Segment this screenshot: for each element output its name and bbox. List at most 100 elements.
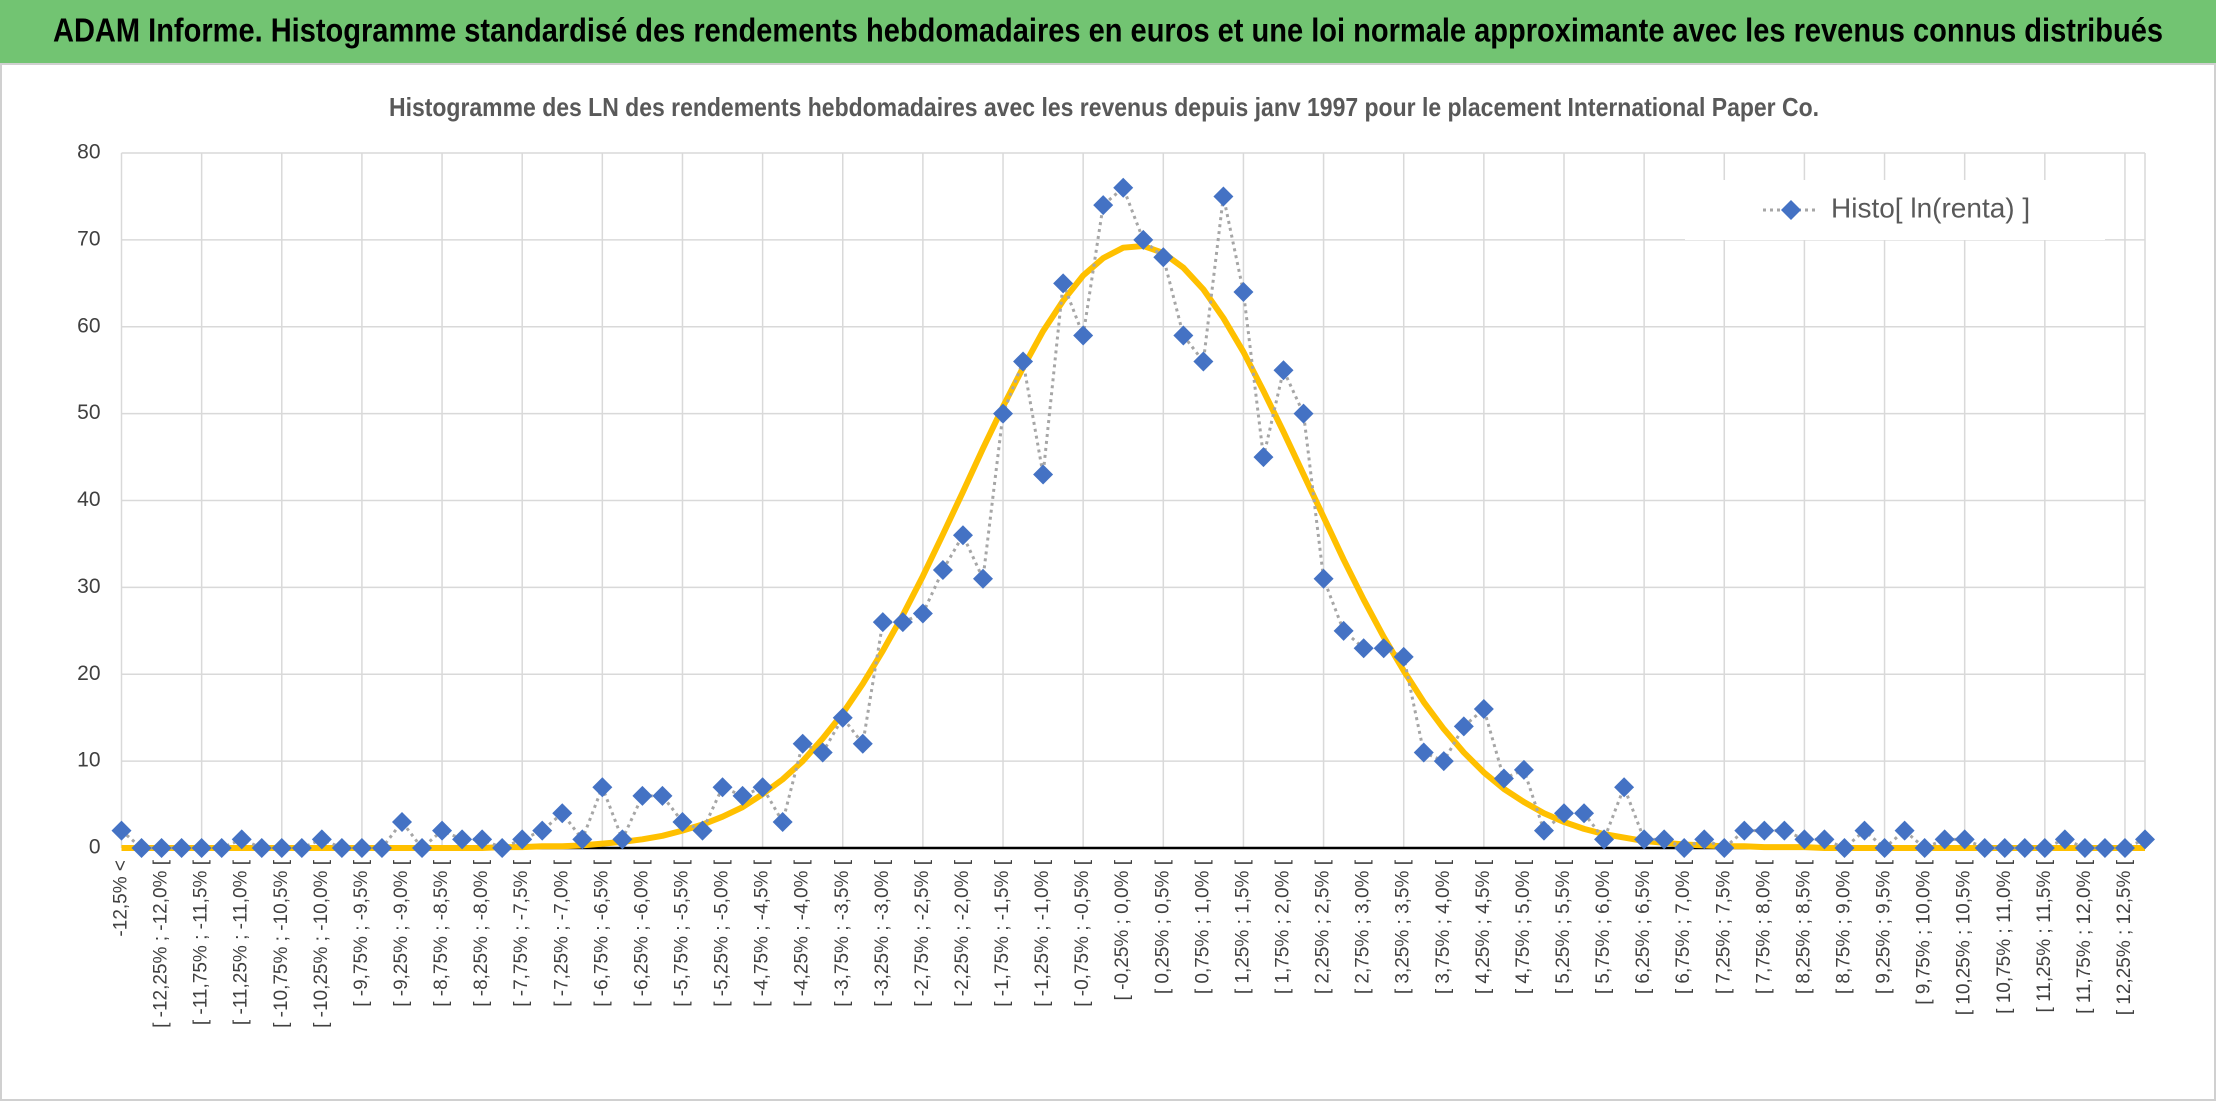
x-tick-label: [ -1,25% ; -1,0% [ bbox=[1032, 859, 1053, 1007]
histogram-point bbox=[1293, 403, 1314, 424]
histogram-point bbox=[532, 820, 553, 841]
histogram-point bbox=[612, 829, 633, 850]
histogram-point bbox=[1694, 829, 1715, 850]
histogram-point bbox=[412, 838, 433, 858]
histogram-point bbox=[1954, 829, 1975, 850]
histogram-point bbox=[912, 603, 933, 624]
histogram-point bbox=[732, 785, 753, 806]
histogram-point bbox=[1914, 838, 1935, 858]
histogram-point bbox=[1654, 829, 1675, 850]
histogram-point bbox=[311, 829, 332, 850]
y-tick-label: 0 bbox=[89, 836, 101, 859]
x-tick-label: [ 0,75% ; 1,0% [ bbox=[1192, 859, 1213, 994]
histogram-point bbox=[812, 742, 833, 763]
histogram-point bbox=[632, 785, 653, 806]
histogram-point bbox=[1053, 273, 1074, 294]
histogram-point bbox=[1233, 282, 1254, 302]
histogram-point bbox=[1473, 699, 1494, 719]
histogram-point bbox=[2054, 829, 2075, 850]
legend-label: Histo[ ln(renta) ] bbox=[1831, 192, 2030, 223]
x-tick-label: [ -7,75% ; -7,5% [ bbox=[511, 859, 532, 1007]
histogram-point bbox=[1333, 620, 1354, 641]
x-tick-label: [ -7,25% ; -7,0% [ bbox=[551, 859, 572, 1007]
x-tick-label: [ 4,75% ; 5,0% [ bbox=[1513, 859, 1534, 994]
histogram-point bbox=[2135, 829, 2155, 850]
histogram-point bbox=[1994, 838, 2015, 858]
histogram-point bbox=[952, 525, 973, 546]
histogram-point bbox=[1553, 803, 1574, 824]
histogram-point bbox=[972, 568, 993, 589]
x-tick-label: [ 0,25% ; 0,5% [ bbox=[1152, 859, 1173, 994]
x-tick-label: [ -9,25% ; -9,0% [ bbox=[391, 859, 412, 1007]
x-tick-label: [ 9,75% ; 10,0% [ bbox=[1914, 859, 1935, 1004]
y-tick-label: 20 bbox=[77, 662, 100, 685]
x-tick-label: [ 10,75% ; 11,0% [ bbox=[1994, 859, 2015, 1014]
x-tick-label: [ 2,25% ; 2,5% [ bbox=[1313, 859, 1334, 994]
histogram-point bbox=[432, 820, 453, 841]
histogram-point bbox=[1814, 829, 1835, 850]
histogram-point bbox=[1173, 325, 1194, 346]
histogram-point bbox=[391, 811, 412, 832]
x-tick-label: [ 9,25% ; 9,5% [ bbox=[1874, 859, 1895, 994]
x-tick-label: [ -0,75% ; -0,5% [ bbox=[1072, 859, 1093, 1007]
histogram-point bbox=[2094, 838, 2115, 858]
histogram-point bbox=[1413, 742, 1434, 763]
x-tick-label: [ -8,75% ; -8,5% [ bbox=[431, 859, 452, 1007]
normal-curve bbox=[121, 242, 2145, 851]
x-tick-label: [ -11,75% ; -11,5% [ bbox=[191, 859, 212, 1025]
y-tick-label: 80 bbox=[77, 141, 100, 164]
histogram-point bbox=[1854, 820, 1875, 841]
x-tick-label: [ -4,75% ; -4,5% [ bbox=[752, 859, 773, 1007]
histogram-point bbox=[2034, 838, 2055, 858]
histogram-point bbox=[1674, 838, 1695, 858]
histogram-point bbox=[452, 829, 473, 850]
histogram-point bbox=[1614, 777, 1635, 798]
histogram-point bbox=[171, 838, 192, 858]
x-tick-label: [ -2,25% ; -2,0% [ bbox=[952, 859, 973, 1007]
histogram-point bbox=[1834, 838, 1855, 858]
histogram-point bbox=[1013, 351, 1034, 372]
y-tick-label: 10 bbox=[77, 749, 100, 772]
x-tick-label: [ 3,75% ; 4,0% [ bbox=[1433, 859, 1454, 994]
histogram-point bbox=[712, 777, 733, 798]
histogram-point bbox=[652, 785, 673, 806]
histogram-point bbox=[291, 838, 312, 858]
histogram-point bbox=[872, 612, 893, 633]
histogram-point bbox=[932, 560, 953, 580]
x-tick-label: [ 3,25% ; 3,5% [ bbox=[1393, 859, 1414, 994]
histogram-point bbox=[1874, 838, 1895, 858]
histogram-point bbox=[1974, 838, 1995, 858]
histogram-point bbox=[1073, 325, 1094, 346]
histogram-point bbox=[1393, 646, 1414, 667]
histogram-point bbox=[271, 838, 292, 858]
histogram-point bbox=[852, 733, 873, 754]
histogram-point bbox=[1493, 768, 1514, 789]
histogram-point bbox=[792, 733, 813, 754]
histogram-point bbox=[1113, 177, 1134, 198]
histogram-point bbox=[592, 777, 613, 798]
histogram-point bbox=[1574, 803, 1595, 824]
histogram-point bbox=[1934, 829, 1955, 850]
histogram-point bbox=[231, 829, 252, 850]
histogram-point bbox=[251, 838, 272, 858]
histogram-point bbox=[1453, 716, 1474, 737]
histogram-point bbox=[1734, 820, 1755, 841]
histogram-point bbox=[1313, 568, 1334, 589]
x-tick-label: -12,5% < bbox=[111, 860, 132, 937]
y-tick-label: 60 bbox=[77, 314, 100, 337]
histogram-point bbox=[1273, 360, 1294, 381]
histogram-point bbox=[772, 811, 793, 832]
histogram-point bbox=[552, 803, 573, 824]
histogram-point bbox=[892, 612, 913, 633]
x-tick-label: [ -3,25% ; -3,0% [ bbox=[872, 859, 893, 1007]
x-tick-label: [ 12,25% ; 12,5% [ bbox=[2114, 859, 2135, 1015]
chart-title: Histogramme des LN des rendements hebdom… bbox=[389, 92, 1819, 122]
x-tick-label: [ 8,25% ; 8,5% [ bbox=[1793, 859, 1814, 994]
x-tick-label: [ 1,75% ; 2,0% [ bbox=[1273, 859, 1294, 994]
histogram-point bbox=[211, 838, 232, 858]
x-tick-label: [ 2,75% ; 3,0% [ bbox=[1353, 859, 1374, 994]
x-tick-label: [ 7,25% ; 7,5% [ bbox=[1713, 859, 1734, 994]
x-tick-label: [ 7,75% ; 8,0% [ bbox=[1753, 859, 1774, 994]
